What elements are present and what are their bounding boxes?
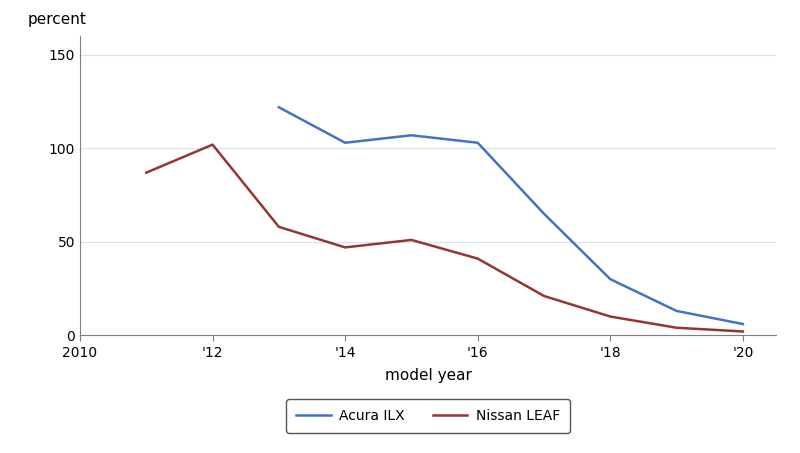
Acura ILX bbox=[672, 308, 682, 313]
Acura ILX bbox=[274, 105, 284, 110]
Acura ILX bbox=[539, 211, 549, 217]
Nissan LEAF bbox=[274, 224, 284, 230]
Line: Acura ILX: Acura ILX bbox=[279, 107, 743, 324]
Nissan LEAF bbox=[738, 329, 748, 334]
Nissan LEAF bbox=[208, 142, 218, 147]
Legend: Acura ILX, Nissan LEAF: Acura ILX, Nissan LEAF bbox=[286, 400, 570, 433]
Nissan LEAF bbox=[340, 245, 350, 250]
Nissan LEAF bbox=[406, 237, 416, 243]
Text: percent: percent bbox=[28, 12, 86, 27]
Line: Nissan LEAF: Nissan LEAF bbox=[146, 145, 743, 332]
Acura ILX bbox=[473, 140, 482, 145]
X-axis label: model year: model year bbox=[385, 368, 471, 383]
Acura ILX bbox=[340, 140, 350, 145]
Acura ILX bbox=[406, 133, 416, 138]
Acura ILX bbox=[606, 276, 615, 282]
Nissan LEAF bbox=[473, 256, 482, 261]
Nissan LEAF bbox=[606, 314, 615, 319]
Nissan LEAF bbox=[539, 293, 549, 299]
Nissan LEAF bbox=[672, 325, 682, 331]
Acura ILX bbox=[738, 321, 748, 327]
Nissan LEAF bbox=[142, 170, 151, 175]
